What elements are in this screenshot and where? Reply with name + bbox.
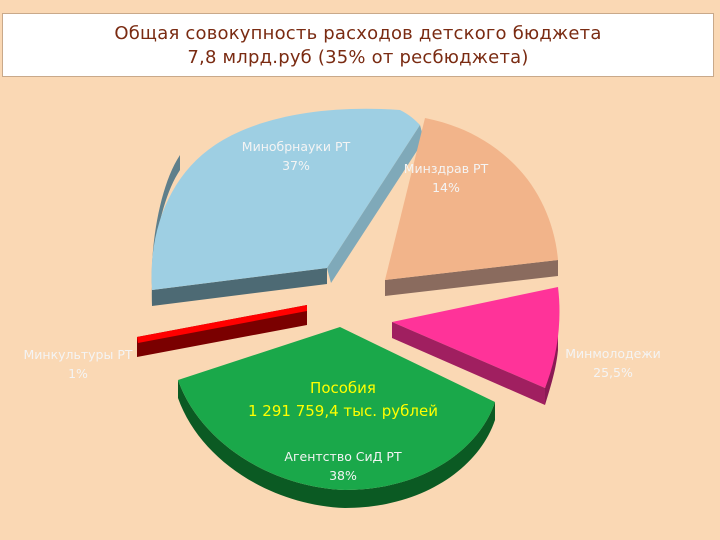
slice-minmolodezhi xyxy=(392,287,560,405)
label-agentstvo-value: 38% xyxy=(329,468,357,483)
slice-minmolodezhi-edge xyxy=(392,322,545,405)
chart-title-box: Общая совокупность расходов детского бюд… xyxy=(2,13,714,77)
slice-minkultury xyxy=(137,305,307,357)
label-minmolodezhi-name: Минмолодежи xyxy=(565,346,661,361)
slice-agentstvo-top xyxy=(178,327,495,490)
slice-minzdrav-top xyxy=(385,118,558,280)
chart-subtitle: 7,8 млрд.руб (35% от ресбюджета) xyxy=(187,47,529,68)
label-minkultury-name: Минкультуры РТ xyxy=(23,347,132,362)
slice-agentstvo xyxy=(178,327,495,508)
label-agentstvo-name: Агентство СиД РТ xyxy=(284,449,402,464)
slice-minobrnauki-edge xyxy=(327,125,424,283)
slice-minzdrav-side xyxy=(385,260,558,296)
label-minobrnauki-value: 37% xyxy=(282,158,310,173)
label-minmolodezhi-value: 25,5% xyxy=(593,365,633,380)
label-minobrnauki-name: Минобрнауки РТ xyxy=(242,139,351,154)
label-minzdrav-value: 14% xyxy=(432,180,460,195)
chart-title: Общая совокупность расходов детского бюд… xyxy=(114,23,602,44)
slice-agentstvo-side xyxy=(178,380,495,508)
slice-minmolodezhi-top xyxy=(392,287,560,388)
slice-minzdrav xyxy=(385,118,558,296)
slice-minkultury-top xyxy=(137,305,307,343)
slice-minobrnauki-top xyxy=(151,108,420,290)
label-minzdrav-name: Минздрав РТ xyxy=(404,161,489,176)
slice-minobrnauki-side xyxy=(152,268,327,306)
annotation-benefits-amount: 1 291 759,4 тыс. рублей xyxy=(248,402,438,420)
label-minkultury-value: 1% xyxy=(68,366,88,381)
annotation-benefits-title: Пособия xyxy=(310,379,376,397)
slice-minobrnauki xyxy=(151,108,424,306)
